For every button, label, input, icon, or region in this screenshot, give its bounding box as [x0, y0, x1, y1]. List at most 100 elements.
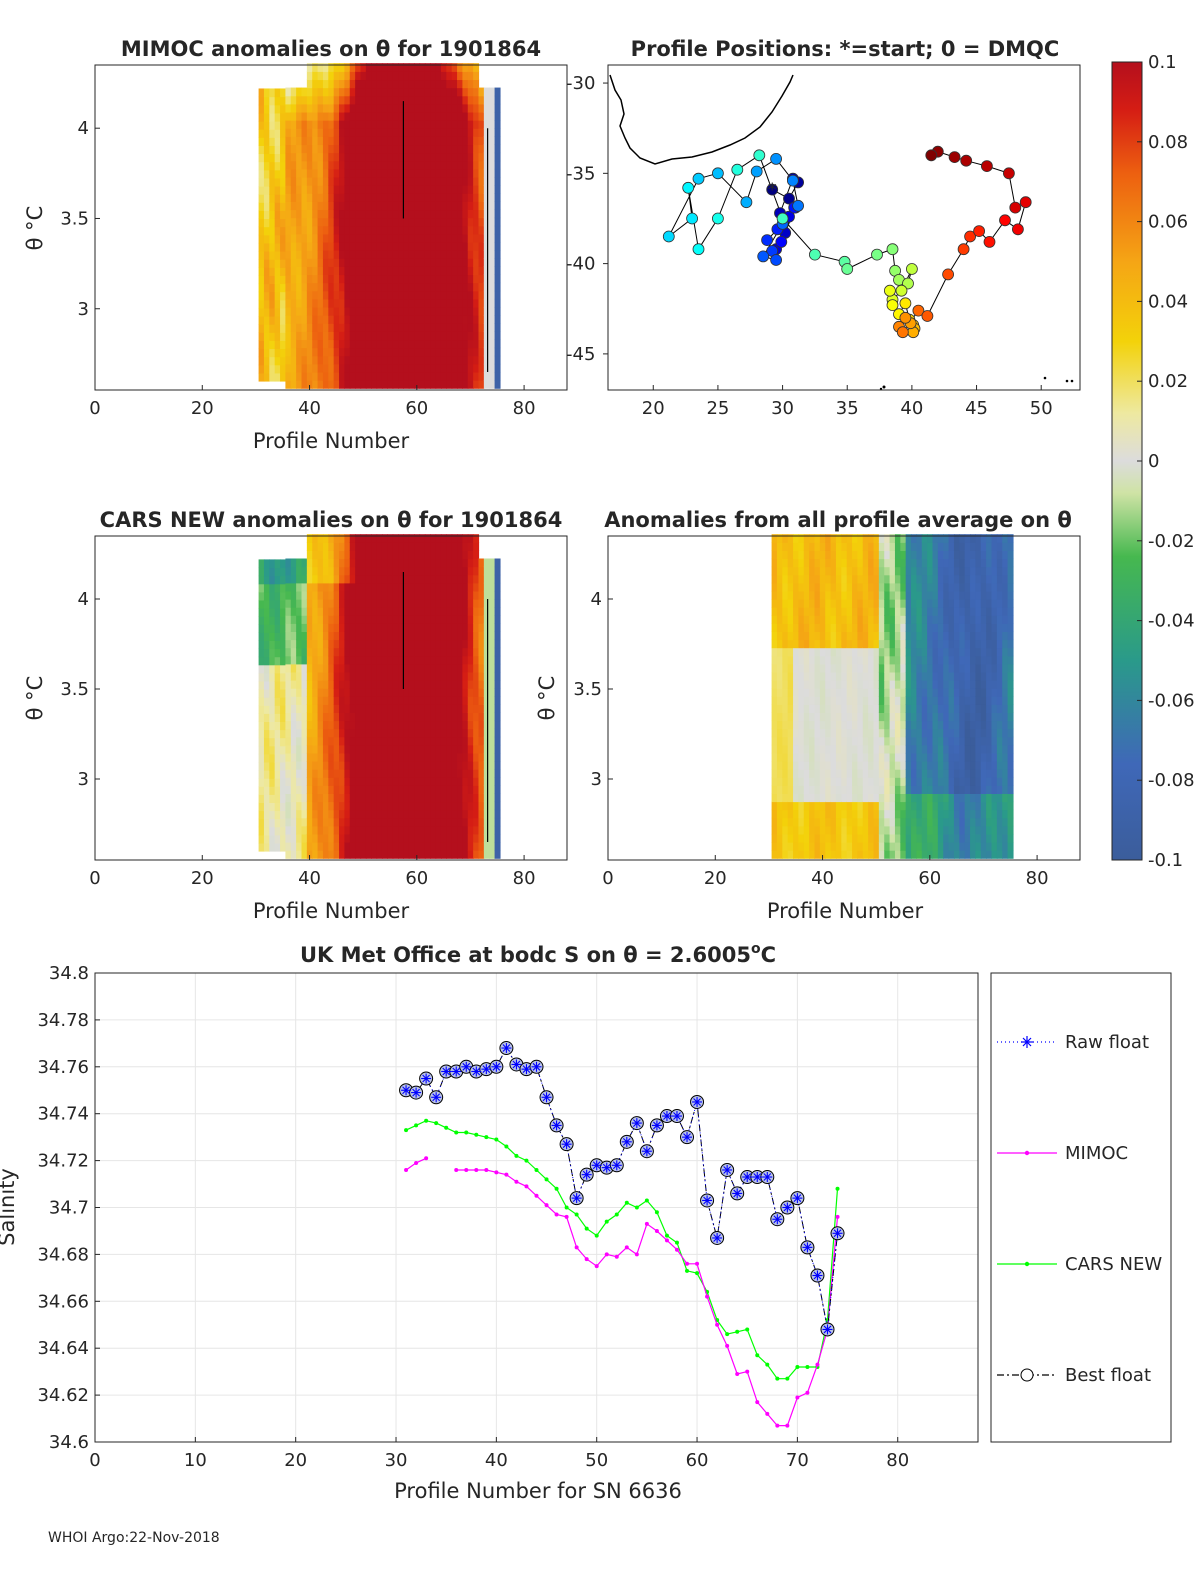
heatmap-cell [494, 306, 501, 316]
heatmap-cell [301, 233, 308, 243]
heatmap-cell [473, 809, 480, 819]
heatmap-cell [419, 217, 426, 227]
heatmap-cell [301, 744, 308, 754]
heatmap-cell [269, 761, 276, 771]
heatmap-cell [398, 168, 405, 178]
x-tick-label: 40 [900, 398, 923, 419]
heatmap-cell [927, 842, 934, 851]
heatmap-cell [927, 623, 934, 632]
heatmap-cell [381, 380, 388, 389]
cars-title: CARS NEW anomalies on θ for 1901864 [100, 508, 563, 532]
heatmap-cell [457, 136, 464, 146]
heatmap-cell [424, 136, 431, 146]
heatmap-cell [312, 111, 319, 121]
profile-position-point [792, 199, 804, 212]
heatmap-cell [312, 103, 319, 113]
heatmap-cell [360, 225, 367, 235]
heatmap-cell [462, 671, 469, 681]
heatmap-cell [473, 331, 480, 341]
heatmap-cell [360, 258, 367, 267]
heatmap-cell [846, 728, 853, 738]
heatmap-cell [494, 274, 501, 284]
heatmap-cell [381, 136, 388, 146]
heatmap-cell [478, 339, 485, 349]
heatmap-cell [478, 801, 485, 811]
heatmap-cell [862, 671, 869, 681]
colorbar-tick-label: 0.1 [1148, 52, 1177, 73]
heatmap-cell [403, 111, 410, 121]
heatmap-cell [414, 752, 421, 762]
heatmap-cell [478, 777, 485, 786]
heatmap-cell [414, 71, 421, 81]
heatmap-cell [376, 550, 383, 560]
heatmap-cell [322, 160, 329, 170]
heatmap-cell [349, 761, 356, 770]
heatmap-cell [274, 202, 281, 211]
heatmap-cell [473, 744, 480, 754]
heatmap-cell [312, 574, 319, 584]
heatmap-cell [344, 663, 351, 673]
heatmap-cell [451, 185, 458, 194]
heatmap-cell [274, 842, 281, 852]
heatmap-cell [793, 842, 800, 851]
heatmap-cell [451, 63, 458, 72]
heatmap-cell [339, 615, 346, 624]
heatmap-cell [392, 704, 399, 713]
heatmap-cell [263, 826, 270, 836]
heatmap-cell [392, 266, 399, 276]
heatmap-cell [360, 777, 367, 786]
heatmap-cell [483, 201, 490, 211]
heatmap-cell [349, 680, 356, 689]
heatmap-cell [489, 817, 496, 827]
heatmap-cell [798, 744, 805, 754]
heatmap-cell [457, 120, 464, 129]
heatmap-cell [269, 753, 276, 763]
heatmap-cell [312, 298, 319, 308]
heatmap-cell [430, 671, 437, 681]
heatmap-cell [857, 785, 864, 794]
heatmap-cell [414, 744, 421, 754]
heatmap-cell [290, 663, 297, 673]
heatmap-cell [932, 542, 939, 551]
heatmap-cell [846, 623, 853, 632]
heatmap-cell [322, 631, 329, 641]
heatmap-cell [478, 371, 485, 381]
heatmap-cell [435, 111, 442, 121]
heatmap-cell [905, 647, 912, 657]
heatmap-cell [344, 225, 351, 235]
heatmap-cell [830, 542, 837, 551]
heatmap-cell [905, 720, 912, 730]
heatmap-cell [884, 825, 891, 835]
heatmap-cell [803, 558, 810, 568]
heatmap-cell [467, 736, 474, 746]
heatmap-cell [344, 550, 351, 560]
heatmap-cell [494, 728, 501, 738]
heatmap-cell [451, 623, 458, 632]
heatmap-cell [835, 769, 842, 778]
heatmap-cell [333, 290, 340, 300]
heatmap-cell [916, 777, 923, 786]
heatmap-cell [408, 785, 415, 794]
heatmap-cell [451, 599, 458, 608]
heatmap-cell [312, 655, 319, 665]
heatmap-cell [430, 331, 437, 341]
heatmap-cell [921, 809, 928, 819]
heatmap-cell [403, 144, 410, 154]
heatmap-cell [911, 809, 918, 819]
heatmap-cell [787, 704, 794, 713]
heatmap-cell [457, 63, 464, 72]
heatmap-cell [911, 534, 918, 543]
heatmap-cell [274, 697, 281, 706]
heatmap-cell [306, 712, 313, 722]
heatmap-cell [419, 103, 426, 113]
heatmap-cell [344, 752, 351, 762]
heatmap-cell [296, 769, 303, 778]
heatmap-cell [269, 307, 276, 317]
heatmap-cell [921, 850, 928, 859]
heatmap-cell [803, 801, 810, 811]
heatmap-cell [424, 736, 431, 746]
heatmap-cell [344, 331, 351, 341]
heatmap-cell [798, 720, 805, 730]
heatmap-cell [349, 282, 356, 292]
heatmap-cell [467, 842, 474, 851]
